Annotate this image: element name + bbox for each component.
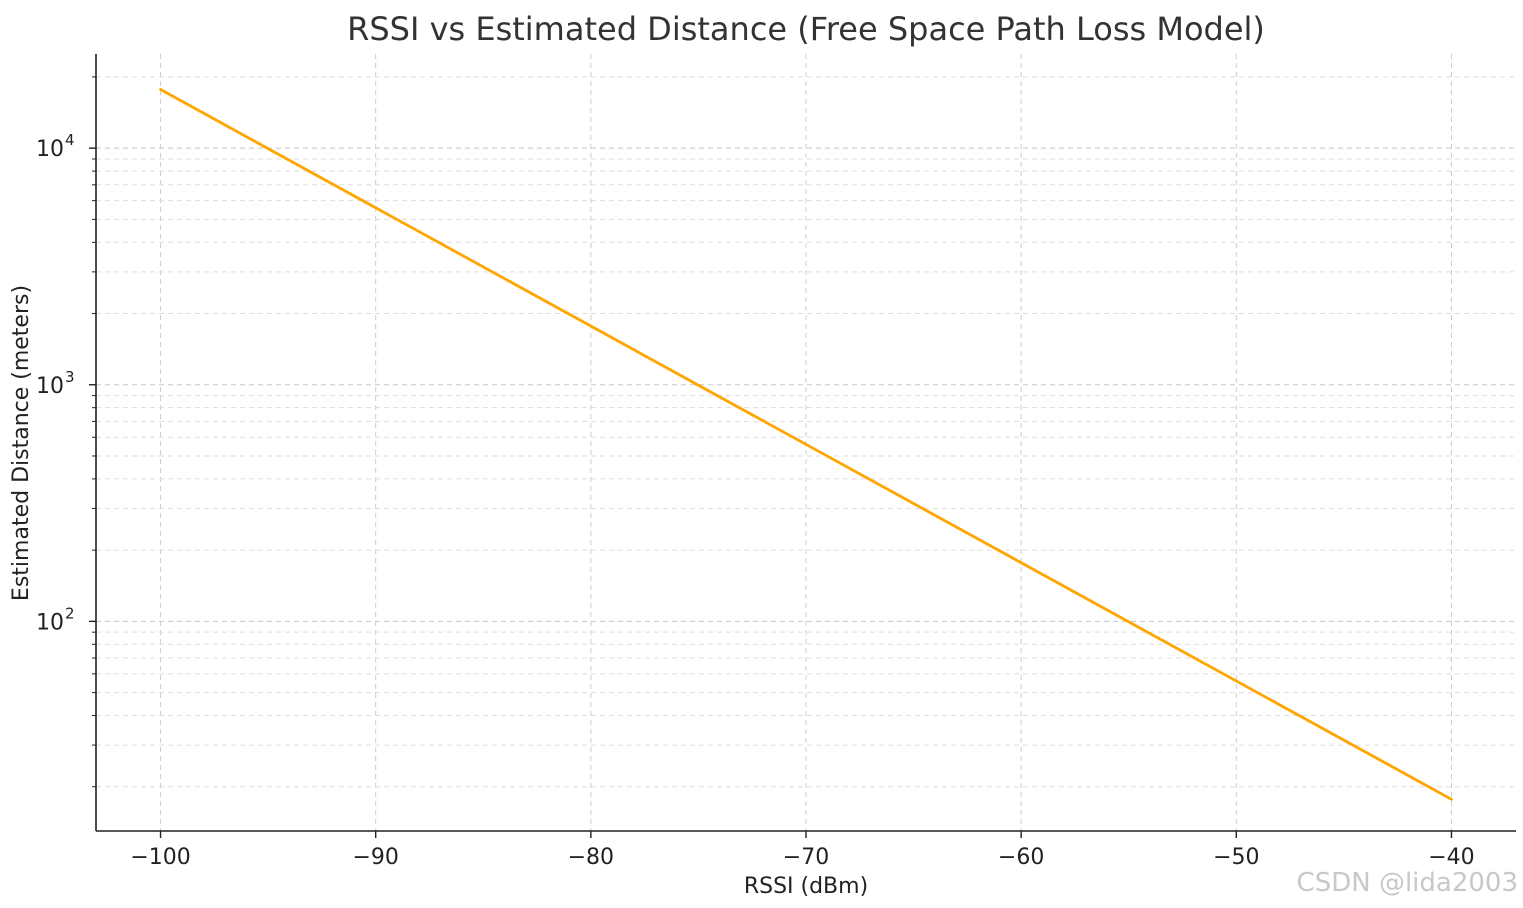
x-tick-label: −40 xyxy=(1428,845,1474,870)
x-tick-label: −70 xyxy=(783,845,829,870)
x-axis-label: RSSI (dBm) xyxy=(744,874,868,899)
x-tick-label: −60 xyxy=(998,845,1044,870)
x-ticks: −100 −90 −80 −70 −60 −50 −40 xyxy=(130,831,1475,870)
y-tick-exponent: 4 xyxy=(65,131,75,149)
y-axis-label: Estimated Distance (meters) xyxy=(9,285,34,601)
x-tick-label: −90 xyxy=(352,845,398,870)
x-tick-label: −50 xyxy=(1213,845,1259,870)
y-tick-label: 10 xyxy=(36,610,64,635)
series-layer xyxy=(159,88,1453,801)
y-tick-exponent: 2 xyxy=(65,604,75,622)
watermark: CSDN @lida2003 xyxy=(1297,868,1518,898)
grid-layer xyxy=(96,54,1516,831)
y-tick-label: 10 xyxy=(36,374,64,399)
x-tick-label: −80 xyxy=(568,845,614,870)
x-tick-label: −100 xyxy=(130,845,190,870)
chart-title: RSSI vs Estimated Distance (Free Space P… xyxy=(347,10,1265,48)
series-line xyxy=(159,88,1453,801)
y-tick-exponent: 3 xyxy=(65,368,75,386)
y-tick-label: 10 xyxy=(36,137,64,162)
